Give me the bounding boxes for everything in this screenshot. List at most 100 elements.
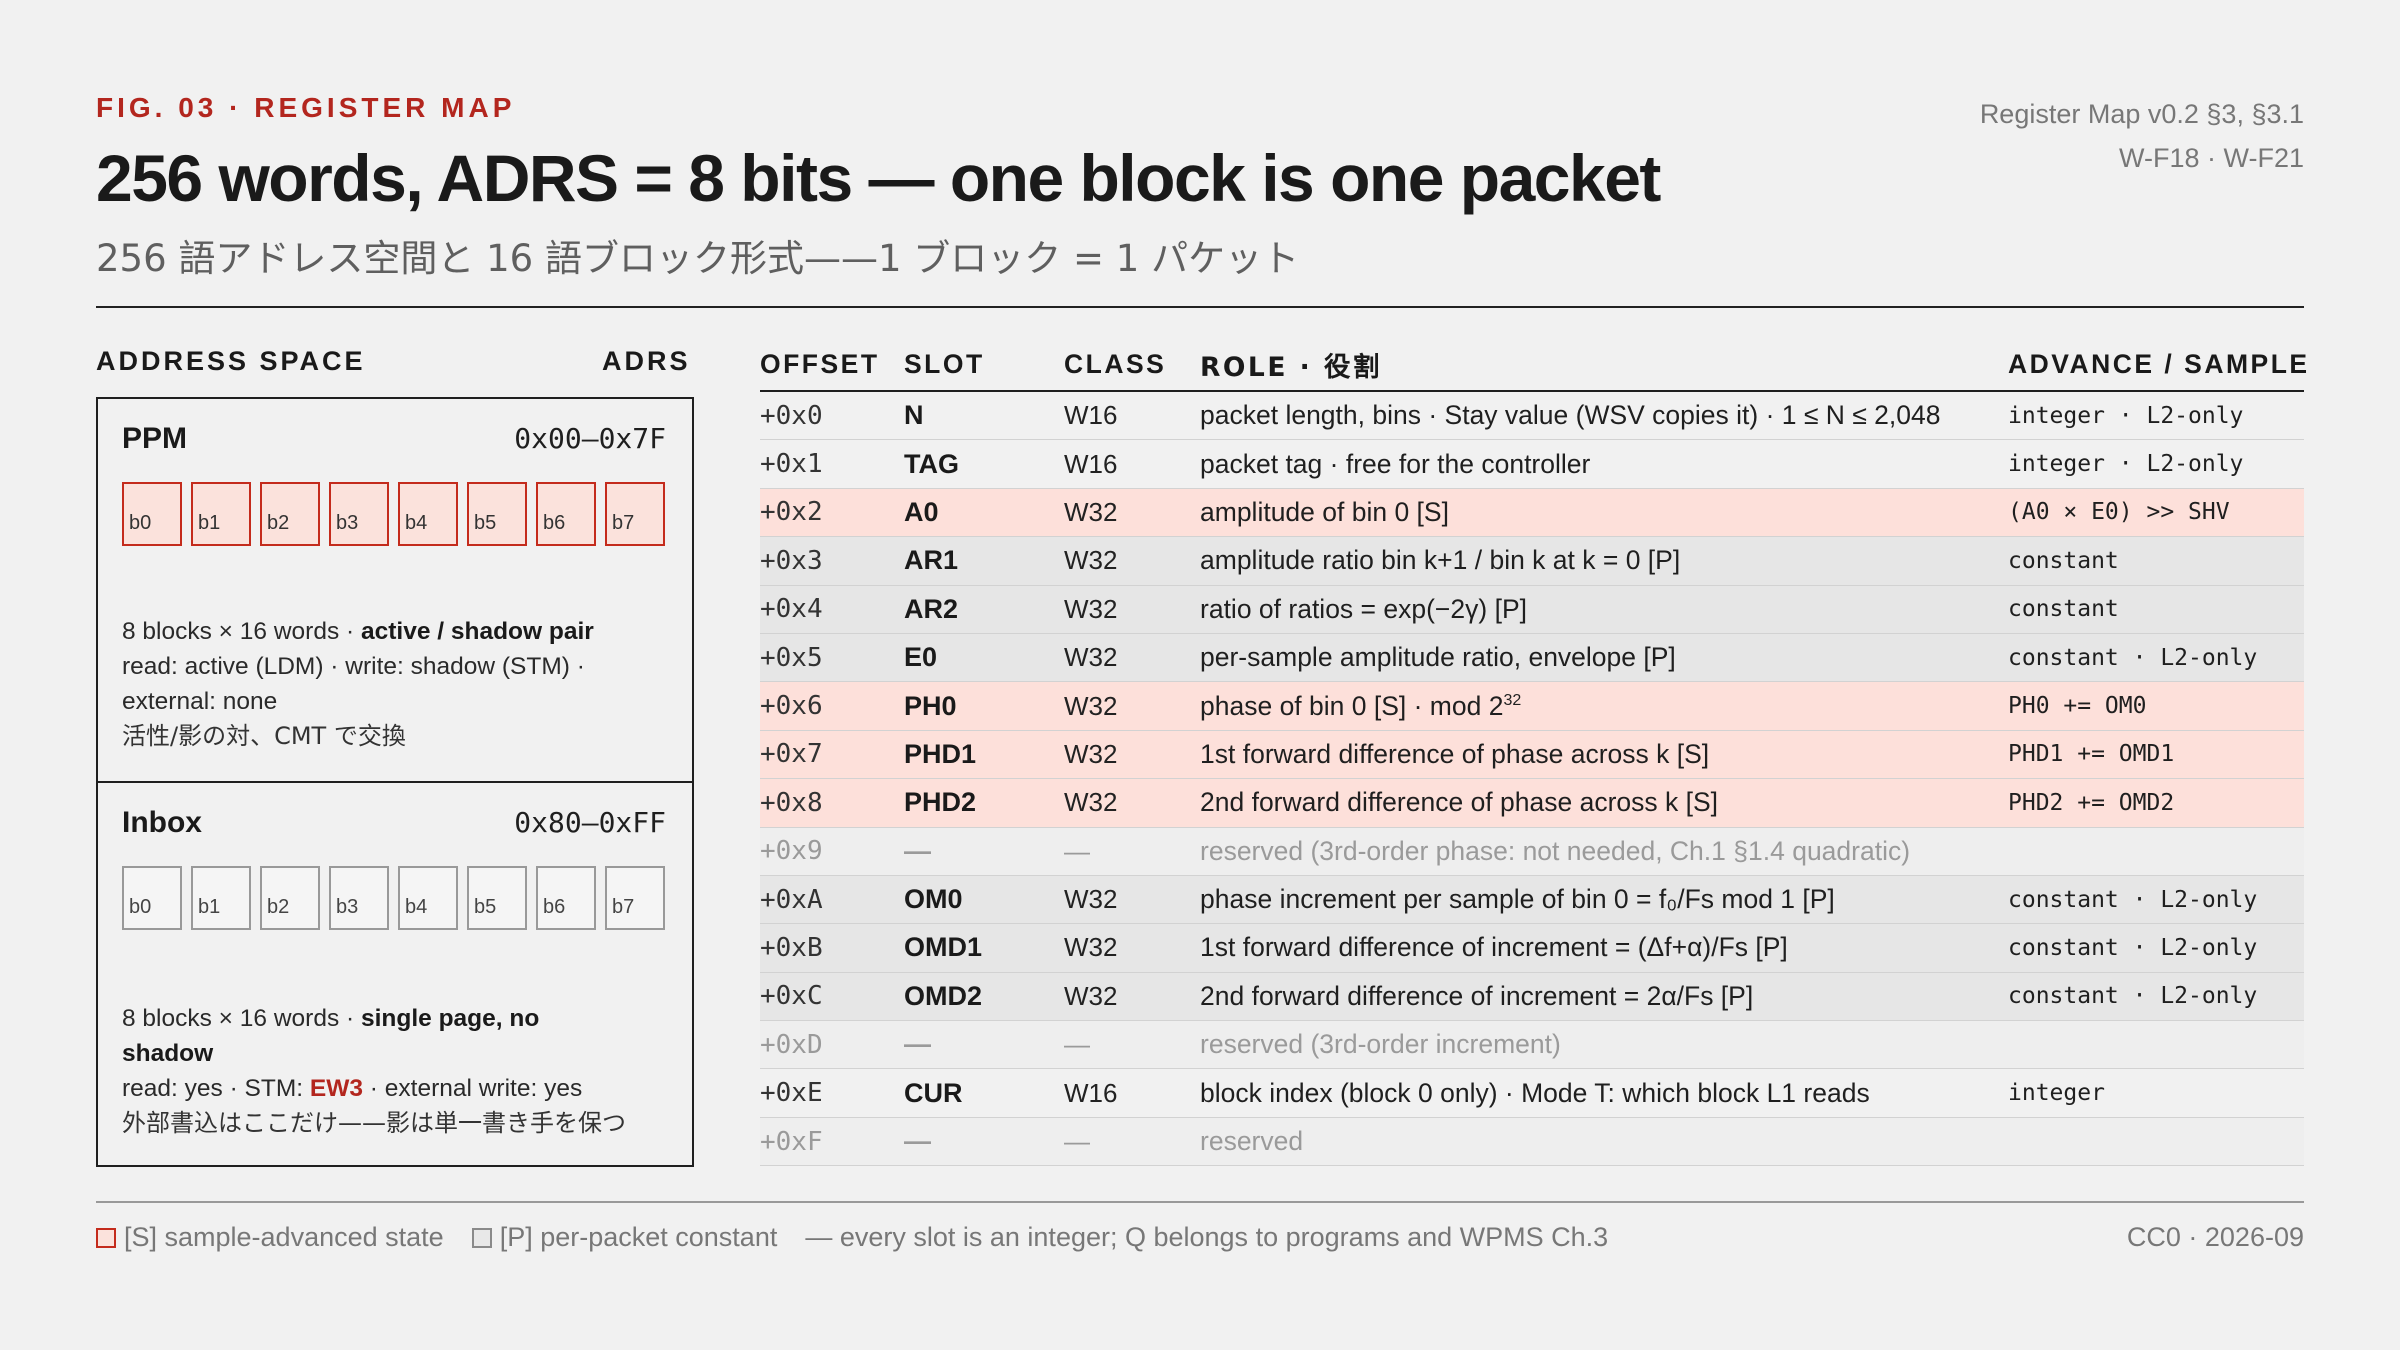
- offset-cell: +0x7: [760, 739, 823, 770]
- table-row: +0x2 A0 W32 amplitude of bin 0 [S] (A0 × E0)…: [760, 488, 2304, 538]
- role-cell: 1st forward difference of increment = (Δ…: [1200, 932, 1788, 963]
- table-row: +0x1 TAG W16 packet tag · free for the cont…: [760, 440, 2304, 489]
- ppm-block: b4: [398, 482, 458, 546]
- legend: [S] sample-advanced state [P] per-packet…: [96, 1222, 1608, 1253]
- slot-cell: N: [904, 400, 924, 431]
- role-cell: packet length, bins · Stay value (WSV co…: [1200, 400, 1941, 431]
- ppm-region-range: 0x00–0x7F: [514, 422, 666, 455]
- bottom-divider: [96, 1201, 2304, 1203]
- inbox-block: b3: [329, 866, 389, 930]
- advance-cell: integer · L2-only: [2008, 451, 2244, 478]
- table-row: +0x5 E0 W32 per-sample amplitude ratio, env…: [760, 633, 2304, 683]
- table-body: +0x0 N W16 packet length, bins · Stay value…: [760, 392, 2304, 1167]
- slot-cell: —: [904, 835, 931, 866]
- table-row: +0xA OM0 W32 phase increment per sample of …: [760, 875, 2304, 925]
- table-row: +0x0 N W16 packet length, bins · Stay value…: [760, 392, 2304, 441]
- advance-cell: (A0 × E0) >> SHV: [2008, 499, 2230, 526]
- table-row: +0x7 PHD1 W32 1st forward difference of pha…: [760, 730, 2304, 780]
- advance-cell: constant · L2-only: [2008, 886, 2258, 913]
- figure-label: FIG. 03 · REGISTER MAP: [96, 92, 516, 123]
- ppm-block: b3: [329, 482, 389, 546]
- role-cell: 2nd forward difference of phase across k…: [1200, 787, 1719, 818]
- slot-cell: E0: [904, 642, 938, 673]
- advance-cell: PH0 += OM0: [2008, 693, 2147, 720]
- address-space-heading: ADDRESS SPACE: [96, 346, 366, 376]
- table-row: +0x4 AR2 W32 ratio of ratios = exp(−2γ) [P]…: [760, 585, 2304, 634]
- offset-cell: +0x5: [760, 642, 823, 673]
- class-cell: W32: [1064, 980, 1118, 1011]
- inbox-block: b2: [260, 866, 320, 930]
- class-cell: W32: [1064, 884, 1118, 915]
- ppm-block: b0: [122, 482, 182, 546]
- slot-cell: OMD2: [904, 980, 983, 1011]
- ppm-block: b1: [191, 482, 251, 546]
- offset-cell: +0xE: [760, 1078, 823, 1109]
- offset-cell: +0xA: [760, 884, 823, 915]
- role-cell: amplitude of bin 0 [S]: [1200, 496, 1449, 527]
- ppm-block: b6: [536, 482, 596, 546]
- table-row: +0xD — — reserved (3rd-order increment): [760, 1021, 2304, 1070]
- offset-cell: +0x2: [760, 497, 823, 528]
- adrs-heading: ADRS: [602, 346, 691, 376]
- page-title: 256 words, ADRS = 8 bits — one block is …: [96, 141, 1661, 215]
- slot-cell: AR1: [904, 545, 959, 576]
- slot-cell: —: [904, 1029, 931, 1060]
- advance-cell: constant · L2-only: [2008, 934, 2258, 961]
- advance-cell: constant · L2-only: [2008, 983, 2258, 1010]
- region-divider: [96, 781, 694, 783]
- class-cell: W32: [1064, 496, 1118, 527]
- table-header: OFFSET SLOT CLASS ROLE · 役割 ADVANCE / SA…: [760, 338, 2307, 392]
- slot-cell: AR2: [904, 593, 959, 624]
- role-cell: per-sample amplitude ratio, envelope [P]: [1200, 642, 1676, 673]
- header-slot: SLOT: [904, 348, 985, 379]
- table-row: +0xF — — reserved: [760, 1117, 2304, 1167]
- reference-block: Register Map v0.2 §3, §3.1 W-F18 · W-F21: [1980, 92, 2304, 180]
- role-cell: phase increment per sample of bin 0 = f₀…: [1200, 884, 1835, 915]
- ppm-block: b5: [467, 482, 527, 546]
- register-table: OFFSET SLOT CLASS ROLE · 役割 ADVANCE / SA…: [760, 338, 2307, 1167]
- table-row: +0xC OMD2 W32 2nd forward difference of inc…: [760, 972, 2304, 1022]
- role-cell: ratio of ratios = exp(−2γ) [P]: [1200, 593, 1527, 624]
- advance-cell: constant: [2008, 547, 2119, 574]
- class-cell: W32: [1064, 642, 1118, 673]
- inbox-region-name: Inbox: [122, 806, 202, 839]
- class-cell: W16: [1064, 400, 1118, 431]
- ppm-description: 8 blocks × 16 words · active / shadow pa…: [122, 618, 594, 750]
- ppm-block: b2: [260, 482, 320, 546]
- advance-cell: integer · L2-only: [2008, 402, 2244, 429]
- slot-cell: —: [904, 1126, 931, 1157]
- credit: CC0 · 2026-09: [2126, 1222, 2304, 1252]
- class-cell: —: [1064, 1126, 1090, 1157]
- top-divider: [96, 306, 2304, 308]
- offset-cell: +0xC: [760, 981, 823, 1012]
- advance-cell: integer: [2008, 1080, 2105, 1107]
- inbox-block: b4: [398, 866, 458, 930]
- table-row: +0xE CUR W16 block index (block 0 only) · M…: [760, 1069, 2304, 1118]
- slot-cell: PHD2: [904, 787, 977, 818]
- class-cell: W32: [1064, 545, 1118, 576]
- inbox-block: b5: [467, 866, 527, 930]
- reference-line-2: W-F18 · W-F21: [2118, 143, 2304, 173]
- table-row: +0x8 PHD2 W32 2nd forward difference of pha…: [760, 779, 2304, 828]
- offset-cell: +0x4: [760, 594, 823, 625]
- offset-cell: +0x6: [760, 691, 823, 722]
- table-row: +0xB OMD1 W32 1st forward difference of inc…: [760, 924, 2304, 973]
- offset-cell: +0x0: [760, 400, 823, 431]
- slot-cell: A0: [904, 496, 939, 527]
- slot-cell: OMD1: [904, 932, 983, 963]
- legend-note: — every slot is an integer; Q belongs to…: [805, 1222, 1609, 1252]
- slot-cell: OM0: [904, 884, 963, 915]
- inbox-description: 8 blocks × 16 words · single page, no sh…: [122, 1005, 626, 1137]
- inbox-block: b0: [122, 866, 182, 930]
- state-swatch-icon: [96, 1227, 116, 1248]
- table-row: +0x9 — — reserved (3rd-order phase: not nee…: [760, 827, 2304, 876]
- legend-const: [P] per-packet constant: [499, 1222, 778, 1252]
- offset-cell: +0x1: [760, 449, 823, 480]
- offset-cell: +0xB: [760, 932, 823, 963]
- slot-cell: PH0: [904, 690, 957, 721]
- offset-cell: +0x9: [760, 836, 823, 867]
- class-cell: —: [1064, 835, 1090, 866]
- class-cell: W16: [1064, 448, 1118, 479]
- class-cell: W32: [1064, 738, 1118, 769]
- ppm-block: b7: [605, 482, 665, 546]
